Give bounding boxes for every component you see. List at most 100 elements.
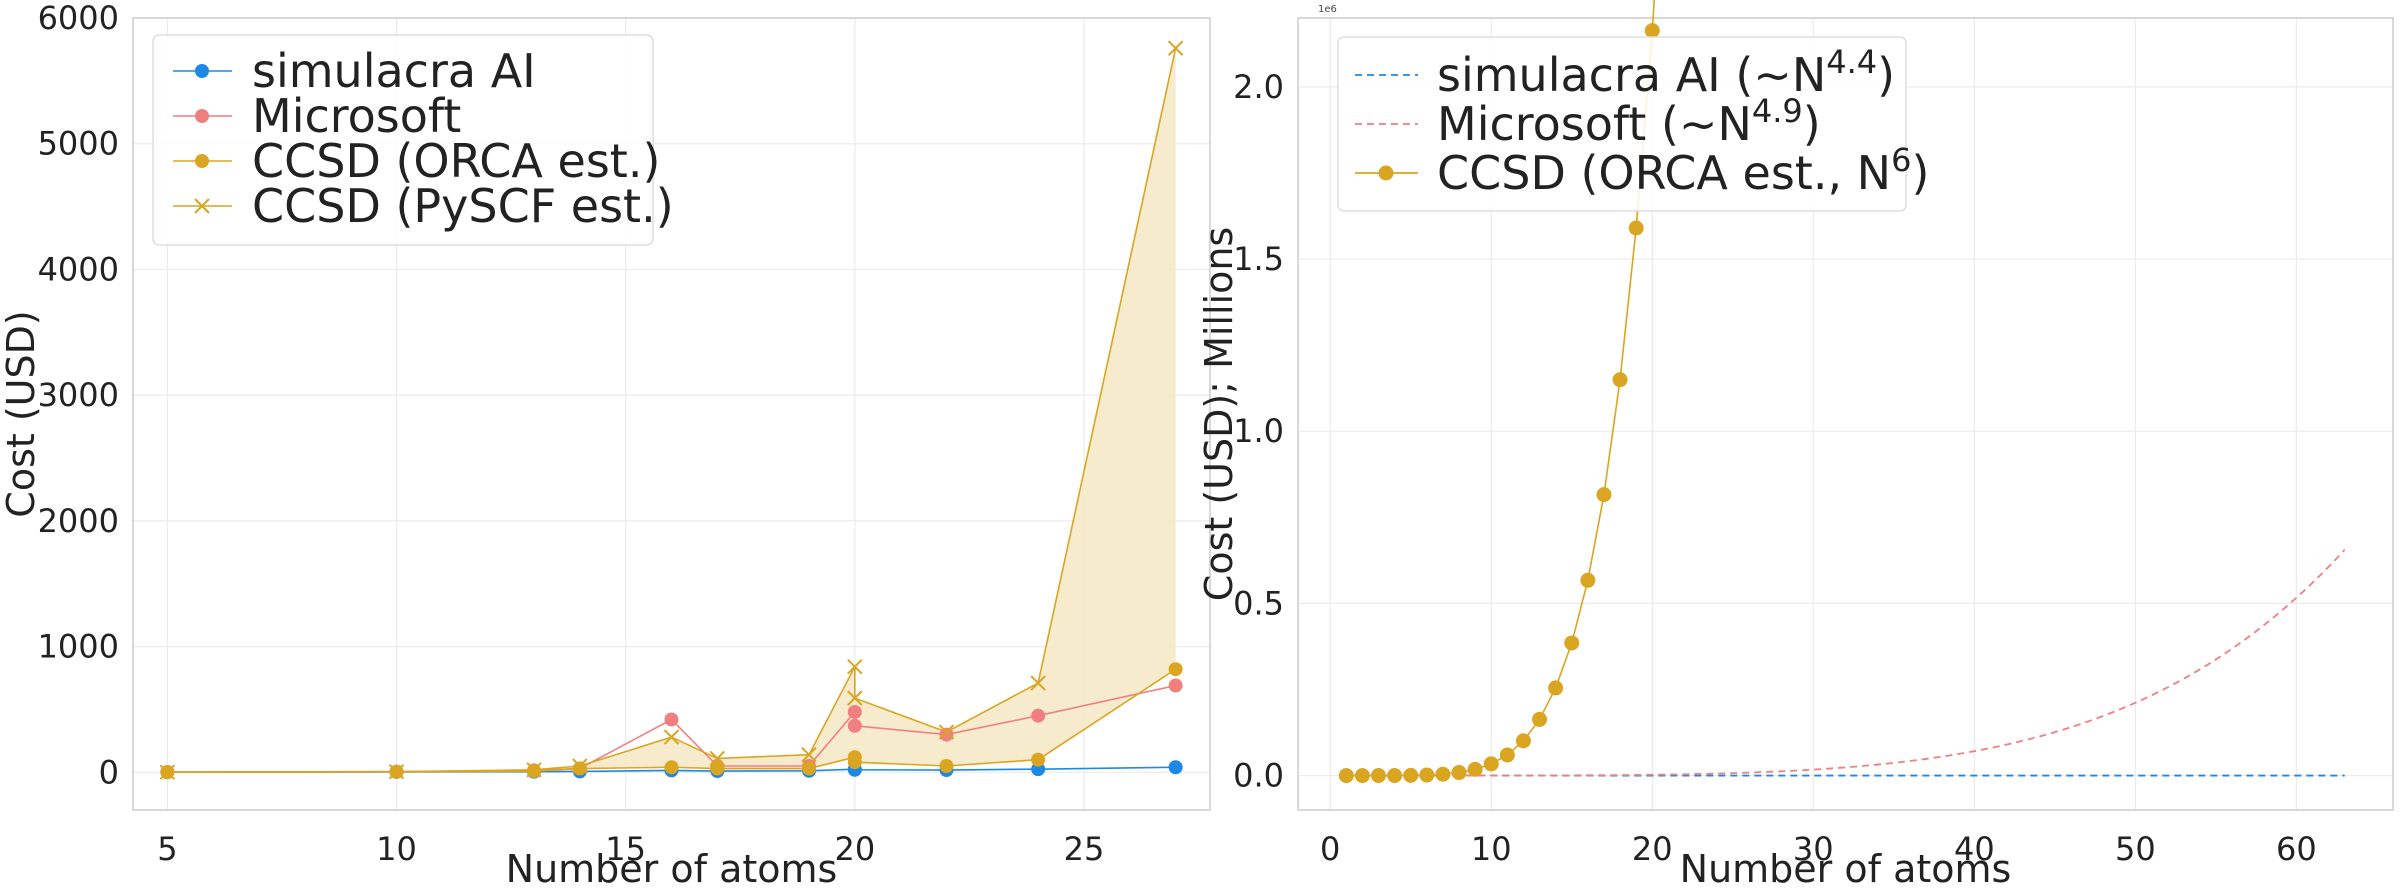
data-point bbox=[572, 758, 588, 774]
x-tick-label: 5 bbox=[157, 830, 177, 868]
data-point bbox=[1596, 487, 1612, 503]
y-tick-label: 5000 bbox=[38, 125, 119, 163]
data-point bbox=[388, 763, 405, 780]
data-point bbox=[1580, 572, 1596, 588]
data-point bbox=[847, 755, 862, 770]
y-tick-label: 3000 bbox=[38, 376, 119, 414]
data-point bbox=[1031, 752, 1046, 767]
chart-panel-1: 5 10 15 20 25 0 1000 2000 3000 4000 5000 6000 Number… bbox=[0, 0, 1211, 891]
data-point bbox=[1612, 372, 1628, 388]
data-point bbox=[1548, 680, 1564, 696]
y-axis-label: Cost (USD); Millions bbox=[1197, 227, 1241, 601]
y-tick-label: 6000 bbox=[38, 0, 119, 37]
data-point bbox=[1387, 768, 1403, 784]
data-point bbox=[1628, 220, 1644, 236]
x-tick-label: 15 bbox=[605, 830, 646, 868]
data-point bbox=[1371, 768, 1387, 784]
x-tick-label: 20 bbox=[834, 830, 875, 868]
legend-marker bbox=[194, 198, 210, 214]
x-tick-label: 25 bbox=[1064, 830, 1105, 868]
data-point bbox=[847, 690, 863, 706]
data-point bbox=[1403, 767, 1419, 783]
legend-marker bbox=[195, 109, 209, 123]
x-tick-label: 60 bbox=[2276, 830, 2317, 868]
legend-entry: Microsoft bbox=[252, 89, 461, 143]
plot-frame bbox=[1297, 17, 2394, 811]
y-tick-label: 2000 bbox=[38, 502, 119, 540]
data-point bbox=[526, 762, 542, 778]
data-point bbox=[159, 764, 176, 780]
data-point bbox=[1167, 40, 1184, 56]
legend-marker bbox=[1378, 165, 1394, 181]
y-tick-label: 4000 bbox=[38, 250, 119, 288]
data-point bbox=[1354, 768, 1370, 784]
y-tick-label: 1.0 bbox=[1233, 412, 1284, 450]
legend-marker bbox=[195, 154, 209, 168]
y-tick-label: 0 bbox=[99, 753, 119, 791]
data-point bbox=[1168, 760, 1183, 775]
series-line bbox=[167, 668, 1177, 773]
legend-entry: CCSD (ORCA est., N6) bbox=[1437, 141, 1929, 200]
plot-frame bbox=[132, 17, 1211, 811]
chart-panel-2: 0 10 20 30 40 50 60 0.0 0.5 1.0 1.5 2.0 Number of at… bbox=[1197, 0, 2394, 891]
data-point bbox=[710, 761, 725, 776]
data-point bbox=[1435, 766, 1451, 782]
x-tick-label: 20 bbox=[1632, 830, 1673, 868]
y-tick-label: 0.0 bbox=[1233, 757, 1284, 795]
x-axis-label: Number of atoms bbox=[506, 847, 838, 891]
data-point bbox=[1168, 678, 1183, 693]
fill-between-band bbox=[167, 48, 1176, 773]
data-point bbox=[847, 718, 862, 733]
data-point bbox=[938, 724, 955, 740]
data-point bbox=[1564, 635, 1580, 651]
data-point bbox=[1451, 765, 1467, 781]
data-point bbox=[1515, 733, 1531, 749]
x-axis-label: Number of atoms bbox=[1680, 847, 2012, 891]
data-point bbox=[1419, 767, 1435, 783]
y-axis-label: Cost (USD) bbox=[0, 310, 43, 517]
x-tick-label: 0 bbox=[1320, 830, 1340, 868]
data-point bbox=[847, 704, 862, 719]
data-point bbox=[939, 727, 954, 742]
legend-entry: simulacra AI bbox=[252, 44, 536, 98]
data-point bbox=[1532, 711, 1548, 727]
data-point bbox=[1483, 756, 1499, 772]
legend-box bbox=[1337, 36, 1907, 212]
legend-box bbox=[152, 34, 654, 246]
legend-entry: Microsoft (∼N4.9) bbox=[1437, 92, 1821, 151]
legend-entry: CCSD (PySCF est.) bbox=[252, 179, 674, 233]
data-point bbox=[847, 658, 863, 675]
series-line bbox=[1346, 549, 2346, 777]
legend-marker bbox=[195, 64, 209, 78]
data-point bbox=[664, 712, 679, 727]
data-point bbox=[663, 729, 680, 745]
data-point bbox=[709, 750, 726, 767]
offset-text: 1e6 bbox=[1318, 4, 1337, 15]
y-tick-label: 0.5 bbox=[1233, 584, 1284, 622]
data-point bbox=[939, 759, 954, 773]
x-tick-label: 30 bbox=[1793, 830, 1834, 868]
data-point bbox=[801, 746, 817, 763]
data-point bbox=[1030, 675, 1046, 691]
x-tick-label: 40 bbox=[1954, 830, 1995, 868]
y-tick-label: 2.0 bbox=[1233, 68, 1284, 106]
x-tick-label: 10 bbox=[1471, 830, 1512, 868]
data-point bbox=[1168, 662, 1183, 677]
x-tick-label: 10 bbox=[376, 830, 417, 868]
legend-entry: simulacra AI (∼N4.4) bbox=[1437, 43, 1895, 102]
legend: simulacra AI (∼N4.4)Microsoft (∼N4.9)CCS… bbox=[1337, 36, 1929, 212]
y-tick-label: 1000 bbox=[38, 628, 119, 666]
data-point bbox=[1467, 761, 1483, 777]
data-point bbox=[572, 761, 587, 776]
data-point bbox=[664, 760, 679, 775]
data-point bbox=[1338, 768, 1354, 784]
x-tick-label: 50 bbox=[2115, 830, 2156, 868]
data-point bbox=[801, 761, 816, 776]
data-point bbox=[1644, 23, 1660, 39]
series-line bbox=[167, 48, 1177, 773]
y-tick-label: 1.5 bbox=[1233, 240, 1284, 278]
legend-entry: CCSD (ORCA est.) bbox=[252, 134, 660, 188]
data-point bbox=[1499, 747, 1515, 763]
